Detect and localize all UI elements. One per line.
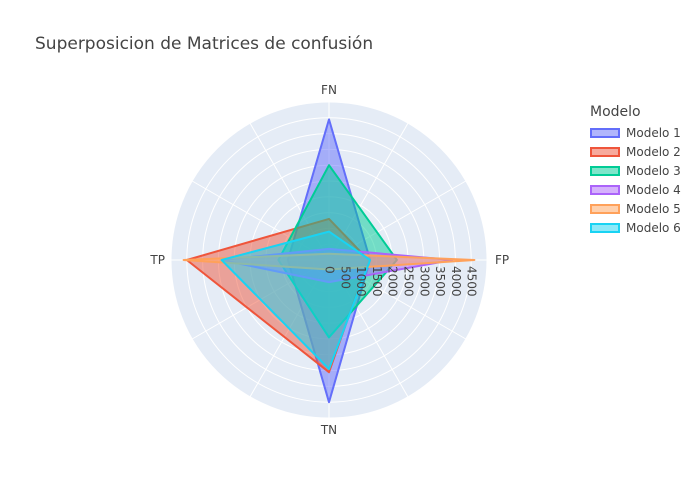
axis-label-tp: TP <box>149 253 165 267</box>
angular-axis-labels: FP FN TP TN <box>149 83 509 437</box>
radial-tick-label: 3000 <box>417 266 431 297</box>
chart-title: Superposicion de Matrices de confusión <box>35 34 374 54</box>
radial-tick-label: 2500 <box>402 266 416 297</box>
legend-item-modelo-4[interactable]: Modelo 4 <box>590 180 681 199</box>
axis-label-tn: TN <box>320 423 337 437</box>
radial-tick-label: 3500 <box>433 266 447 297</box>
axis-label-fn: FN <box>321 83 337 97</box>
legend-item-modelo-3[interactable]: Modelo 3 <box>590 161 681 180</box>
radial-tick-label: 1000 <box>354 266 368 297</box>
radar-series <box>182 118 476 404</box>
legend-items: Modelo 1 Modelo 2 Modelo 3 Modelo 4 Modelo 5… <box>590 123 681 237</box>
legend-item-modelo-6[interactable]: Modelo 6 <box>590 218 681 237</box>
radial-tick-label: 0 <box>323 266 337 274</box>
legend-label: Modelo 5 <box>626 201 681 216</box>
series-polygon-modelo-6[interactable] <box>220 230 372 370</box>
legend-swatch <box>590 184 620 195</box>
legend-label: Modelo 4 <box>626 182 681 197</box>
legend-label: Modelo 6 <box>626 220 681 235</box>
legend-swatch <box>590 222 620 233</box>
legend-label: Modelo 3 <box>626 163 681 178</box>
legend-item-modelo-5[interactable]: Modelo 5 <box>590 199 681 218</box>
radial-tick-label: 1500 <box>370 266 384 297</box>
legend-item-modelo-2[interactable]: Modelo 2 <box>590 142 681 161</box>
legend-label: Modelo 1 <box>626 125 681 140</box>
legend-swatch <box>590 146 620 157</box>
radial-tick-label: 500 <box>338 266 352 289</box>
legend-label: Modelo 2 <box>626 144 681 159</box>
legend-swatch <box>590 203 620 214</box>
radial-tick-label: 2000 <box>386 266 400 297</box>
radial-tick-label: 4500 <box>465 266 479 297</box>
legend-title: Modelo <box>590 104 641 120</box>
legend-swatch <box>590 127 620 138</box>
radial-tick-label: 4000 <box>449 266 463 297</box>
axis-label-fp: FP <box>495 253 509 267</box>
radial-tick-labels: 0 500 1000 1500 2000 2500 3000 3500 4000 4500 <box>323 266 479 297</box>
legend-swatch <box>590 165 620 176</box>
legend-item-modelo-1[interactable]: Modelo 1 <box>590 123 681 142</box>
